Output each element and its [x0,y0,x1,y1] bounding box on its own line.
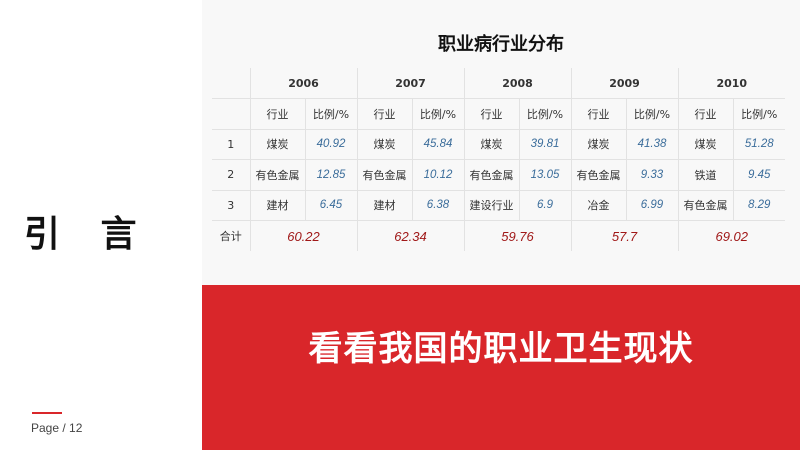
table-cell: 铁道 [678,159,734,191]
table-cell: 41.38 [626,129,679,160]
table-cell: 建材 [250,190,306,221]
table-cell: 有色金属 [571,159,627,191]
table-cell: 建材 [357,190,413,221]
section-heading: 引 言 [24,214,151,255]
table-cell: 冶金 [571,190,627,221]
table-cell: 有色金属 [464,159,520,191]
table-cell: 6.99 [626,190,679,221]
table-cell: 煤炭 [571,129,627,160]
table-cell: 有色金属 [678,190,734,221]
table-cell: 2007 [357,68,465,99]
table-cell: 69.02 [715,228,749,244]
table-cell: 6.9 [519,190,572,221]
table-cell: 合计 [212,220,251,251]
table-cell: 10.12 [412,159,465,191]
table-cell [212,98,251,130]
table-row: 3 建材 6.45 建材 6.38 建设行业 6.9 冶金 6.99 有色金属 8.29 [212,190,785,221]
industry-table: 2006 2007 2008 2009 2010 行业 比例/% 行业 比例/% 行业 比例/% 行业… [212,68,785,251]
table-cell: 2009 [571,68,679,99]
table-title: 职业病行业分布 [438,34,564,55]
table-cell: 煤炭 [357,129,413,160]
table-cell: 煤炭 [678,129,734,160]
table-cell: 62.34 [357,220,465,251]
table-cell: 9.45 [733,159,785,191]
page-number: Page / 12 [31,421,83,435]
table-cell: 1 [212,129,251,160]
table-row: 2 有色金属 12.85 有色金属 10.12 有色金属 13.05 有色金属 9.33 铁道 9.… [212,159,785,191]
table-cell: 比例/% [412,98,465,130]
table-cell: 有色金属 [357,159,413,191]
left-panel: 引 言 Page / 12 [0,0,202,450]
table-cell: 行业 [250,98,306,130]
table-cell: 40.92 [305,129,358,160]
table-cell: 57.7 [571,220,679,251]
table-cell: 12.85 [305,159,358,191]
table-cell: 比例/% [305,98,358,130]
table-cell: 比例/% [626,98,679,130]
table-cell [212,68,251,99]
table-cell: 39.81 [519,129,572,160]
table-cell: 行业 [357,98,413,130]
table-cell: 8.29 [733,190,785,221]
table-cell: 6.38 [412,190,465,221]
table-cell: 59.76 [464,220,572,251]
table-cell: 51.28 [733,129,785,160]
year-header-row: 2006 2007 2008 2009 2010 [212,68,785,99]
table-cell: 比例/% [519,98,572,130]
total-row: 合计 60.22 62.34 59.76 57.7 69.02 [212,220,785,251]
table-cell: 建设行业 [464,190,520,221]
table-cell: 比例/% [733,98,785,130]
table-cell: 有色金属 [250,159,306,191]
table-cell: 2010 [678,68,785,99]
table-cell: 45.84 [412,129,465,160]
table-cell: 60.22 [250,220,358,251]
table-cell: 9.33 [626,159,679,191]
table-cell: 3 [212,190,251,221]
table-row: 1 煤炭 40.92 煤炭 45.84 煤炭 39.81 煤炭 41.38 煤炭 51.28 [212,129,785,160]
banner: 看看我国的职业卫生现状 [202,285,800,450]
table-cell: 行业 [678,98,734,130]
table-cell: 行业 [571,98,627,130]
table-cell: 2006 [250,68,358,99]
table-cell: 2 [212,159,251,191]
table-cell: 煤炭 [250,129,306,160]
table-panel: 职业病行业分布 2006 2007 2008 2009 2010 行业 比例/% 行业 比例/%… [202,0,800,285]
banner-text: 看看我国的职业卫生现状 [308,329,694,369]
table-cell: 6.45 [305,190,358,221]
table-cell: 行业 [464,98,520,130]
accent-line [32,412,62,414]
sub-header-row: 行业 比例/% 行业 比例/% 行业 比例/% 行业 比例/% 行业 比例/% [212,98,785,130]
table-cell: 13.05 [519,159,572,191]
table-cell: 2008 [464,68,572,99]
table-cell: 煤炭 [464,129,520,160]
